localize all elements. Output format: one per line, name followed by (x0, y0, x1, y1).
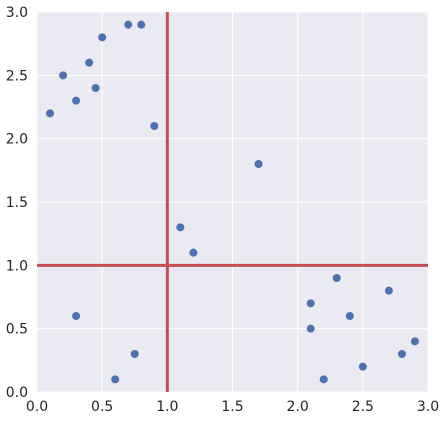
x-tick-label: 2.0 (287, 399, 309, 415)
scatter-point (72, 96, 81, 105)
y-tick-label: 0.5 (6, 322, 28, 338)
scatter-point (85, 58, 94, 67)
scatter-point (59, 71, 68, 80)
scatter-point (306, 324, 315, 333)
scatter-point (397, 350, 406, 358)
scatter-point (410, 337, 419, 346)
scatter-point (124, 20, 133, 29)
x-tick-label: 3.0 (417, 399, 439, 415)
x-tick-label: 1.0 (156, 399, 178, 415)
scatter-point (345, 312, 354, 320)
data-points (46, 20, 419, 384)
scatter-point (150, 122, 159, 130)
y-tick-label: 2.5 (6, 68, 28, 84)
scatter-point (46, 109, 55, 118)
y-axis-ticks: 0.0 0.5 1.0 1.5 2.0 2.5 3.0 (6, 5, 28, 401)
scatter-point (91, 84, 100, 92)
y-tick-label: 2.0 (6, 132, 28, 148)
y-tick-label: 1.5 (6, 195, 28, 211)
y-tick-label: 1.0 (6, 258, 28, 274)
scatter-point (130, 350, 139, 358)
x-tick-label: 0.5 (91, 399, 113, 415)
y-tick-label: 0.0 (6, 385, 28, 401)
x-tick-label: 0.0 (26, 399, 48, 415)
scatter-point (319, 375, 328, 384)
scatter-point (176, 223, 185, 232)
scatter-point (189, 248, 198, 257)
scatter-point (332, 274, 341, 282)
scatter-point (111, 375, 120, 384)
x-axis-ticks: 0.0 0.5 1.0 1.5 2.0 2.5 3.0 (26, 399, 439, 415)
scatter-point (72, 312, 81, 320)
y-tick-label: 3.0 (6, 5, 28, 21)
scatter-point (137, 20, 146, 29)
scatter-point (98, 33, 107, 42)
scatter-point (384, 286, 393, 295)
reference-lines (37, 12, 428, 392)
scatter-point (306, 299, 315, 308)
x-tick-label: 2.5 (352, 399, 374, 415)
x-tick-label: 1.5 (221, 399, 243, 415)
scatter-point (254, 160, 263, 168)
scatter-point (358, 362, 367, 371)
